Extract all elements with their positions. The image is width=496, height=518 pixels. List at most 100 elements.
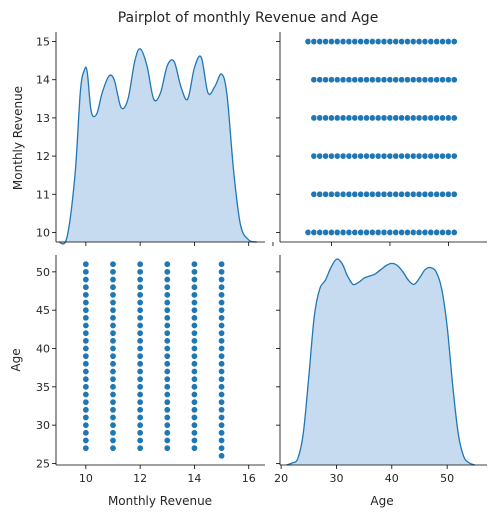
scatter-point [351, 38, 359, 46]
scatter-point [368, 38, 376, 46]
scatter-point [345, 190, 353, 198]
scatter-point [433, 152, 441, 160]
scatter-point [163, 398, 171, 406]
scatter-point [421, 38, 429, 46]
scatter-point [109, 329, 117, 337]
scatter-point [368, 228, 376, 236]
scatter-point [82, 413, 90, 421]
scatter-point [82, 345, 90, 353]
scatter-point [392, 38, 400, 46]
scatter-point [322, 76, 330, 84]
scatter-point [109, 383, 117, 391]
scatter-point [218, 406, 226, 414]
scatter-point [109, 268, 117, 276]
scatter-point [82, 383, 90, 391]
x-tick-label: 10 [79, 472, 93, 485]
scatter-point [82, 314, 90, 322]
scatter-point [421, 114, 429, 122]
scatter-point [218, 452, 226, 460]
scatter-point [339, 190, 347, 198]
scatter-point [218, 390, 226, 398]
scatter-point [427, 76, 435, 84]
scatter-point [333, 228, 341, 236]
scatter-point [190, 406, 198, 414]
scatter-point [190, 360, 198, 368]
scatter-point [136, 337, 144, 345]
scatter-point [327, 152, 335, 160]
scatter-point [403, 228, 411, 236]
scatter-point [218, 360, 226, 368]
scatter-point [351, 76, 359, 84]
scatter-point [109, 421, 117, 429]
scatter-point [398, 228, 406, 236]
scatter-point [82, 429, 90, 437]
scatter-point [163, 444, 171, 452]
scatter-point [386, 76, 394, 84]
scatter-point [82, 406, 90, 414]
scatter-point [345, 114, 353, 122]
scatter-point [439, 152, 447, 160]
scatter-point [398, 152, 406, 160]
scatter-point [439, 190, 447, 198]
scatter-point [439, 76, 447, 84]
scatter-point [409, 228, 417, 236]
scatter-point [322, 228, 330, 236]
scatter-point [190, 444, 198, 452]
scatter-point [109, 444, 117, 452]
scatter-point [398, 38, 406, 46]
panel-age-kde: 20 30 40 50 [274, 255, 487, 485]
scatter-point [109, 322, 117, 330]
scatter-point [409, 114, 417, 122]
scatter-point [392, 114, 400, 122]
scatter-point [136, 291, 144, 299]
scatter-point [190, 413, 198, 421]
scatter-point [409, 38, 417, 46]
y-tick-label: 15 [36, 36, 50, 49]
x-tick-label: 16 [242, 472, 256, 485]
scatter-point [433, 76, 441, 84]
scatter-point [163, 390, 171, 398]
y-tick-label: 14 [36, 74, 50, 87]
scatter-point [109, 314, 117, 322]
scatter-point [310, 114, 318, 122]
scatter-point [444, 190, 452, 198]
scatter-point [403, 38, 411, 46]
scatter-point [363, 76, 371, 84]
scatter-point [450, 114, 458, 122]
y-tick-label: 12 [36, 150, 50, 163]
scatter-point [190, 398, 198, 406]
scatter-point [190, 383, 198, 391]
scatter-point [327, 38, 335, 46]
scatter-point [163, 383, 171, 391]
scatter-point [392, 190, 400, 198]
scatter-point [310, 190, 318, 198]
scatter-point [163, 299, 171, 307]
age-kde-area [286, 259, 475, 465]
scatter-point [190, 306, 198, 314]
scatter-point [450, 190, 458, 198]
x-tick-label: 20 [274, 472, 288, 485]
scatter-point [421, 76, 429, 84]
scatter-point [386, 38, 394, 46]
scatter-point [403, 114, 411, 122]
scatter-point [316, 114, 324, 122]
panel-age-vs-revenue: 25 30 35 40 45 50 10 12 14 16 [36, 255, 265, 485]
scatter-point [190, 291, 198, 299]
scatter-point [136, 329, 144, 337]
scatter-point [163, 352, 171, 360]
scatter-point [163, 360, 171, 368]
scatter-point [415, 38, 423, 46]
scatter-point [136, 444, 144, 452]
scatter-point [316, 190, 324, 198]
scatter-point [310, 38, 318, 46]
scatter-point [82, 268, 90, 276]
scatter-point [433, 228, 441, 236]
scatter-point [444, 228, 452, 236]
scatter-point [368, 114, 376, 122]
scatter-point [374, 76, 382, 84]
scatter-point [163, 291, 171, 299]
scatter-point [351, 228, 359, 236]
scatter-point [82, 306, 90, 314]
scatter-point [415, 190, 423, 198]
scatter-point [136, 429, 144, 437]
